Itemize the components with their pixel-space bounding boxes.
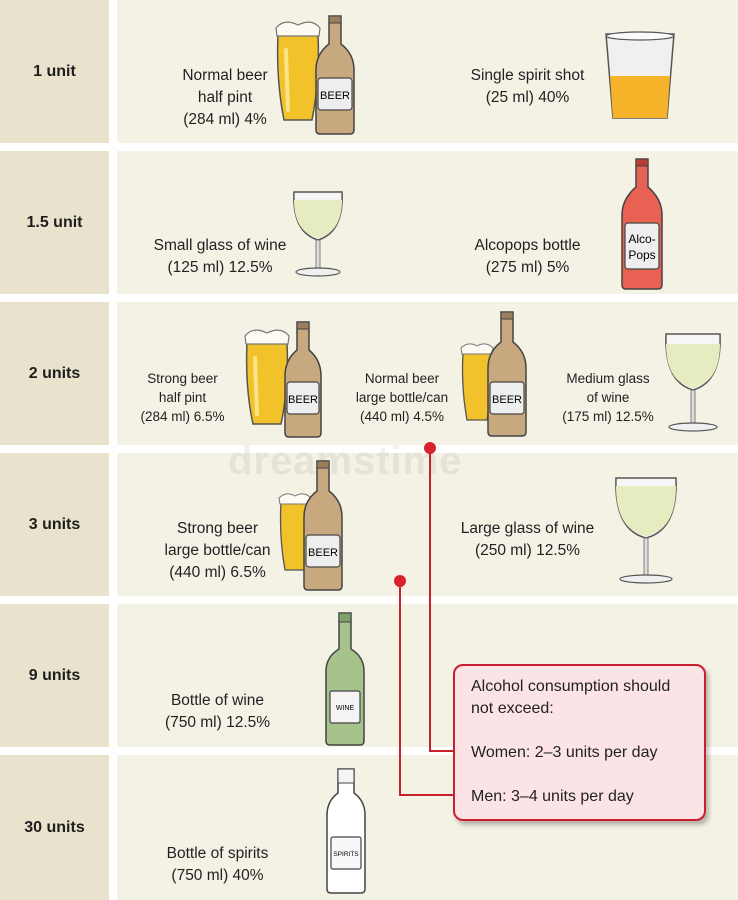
- beer-label: BEER: [308, 547, 338, 559]
- shot-glass-icon: [605, 31, 675, 119]
- spirits-label: SPIRITS: [333, 851, 359, 858]
- caption-normal-beer-large-bottle: Normal beer large bottle/can (440 ml) 4.…: [340, 369, 464, 426]
- caption-line: Normal beer: [364, 371, 440, 386]
- unit-text: 1.5 unit: [26, 213, 83, 231]
- caption-small-glass-of-wine: Small glass of wine (125 ml) 12.5%: [135, 235, 305, 279]
- alcopops-bottle-icon: Alco- Pops: [621, 158, 663, 290]
- caption-line: Alcopops bottle: [474, 237, 581, 254]
- caption-line: (275 ml) 5%: [485, 259, 570, 276]
- unit-text: 30 units: [24, 818, 85, 836]
- wine-glass-icon: [293, 191, 343, 277]
- caption-large-glass-of-wine: Large glass of wine (250 ml) 12.5%: [440, 518, 615, 562]
- unit-text: 3 units: [28, 515, 81, 533]
- beer-label: BEER: [288, 394, 318, 406]
- beer-label: BEER: [320, 90, 350, 102]
- wine-label: WINE: [336, 705, 355, 712]
- caption-line: Large glass of wine: [460, 520, 595, 537]
- spirits-bottle-icon: SPIRITS: [326, 768, 366, 894]
- women-limit-text: Women: 2–3 units per day: [471, 744, 658, 761]
- caption-bottle-of-spirits: Bottle of spirits (750 ml) 40%: [145, 843, 290, 887]
- unit-label-9: 9 units: [0, 604, 109, 747]
- caption-line: Normal beer: [182, 67, 268, 84]
- wine-glass-icon: [615, 477, 677, 584]
- pint-glass-icon: [275, 21, 321, 121]
- caption-bottle-of-wine: Bottle of wine (750 ml) 12.5%: [145, 690, 290, 734]
- caption-alcopops-bottle: Alcopops bottle (275 ml) 5%: [450, 235, 605, 279]
- wine-glass-icon: [665, 333, 721, 432]
- caption-single-spirit-shot: Single spirit shot (25 ml) 40%: [440, 65, 615, 109]
- beer-bottle-icon: BEER: [303, 460, 343, 591]
- caption-line: (750 ml) 12.5%: [164, 714, 271, 731]
- caption-line: Medium glass: [566, 371, 650, 386]
- caption-line: Bottle of wine: [170, 692, 265, 709]
- unit-label-2: 2 units: [0, 302, 109, 445]
- caption-line: (284 ml) 4%: [183, 111, 267, 128]
- caption-line: (440 ml) 4.5%: [359, 409, 445, 424]
- caption-line: (125 ml) 12.5%: [167, 259, 273, 276]
- unit-text: 2 units: [28, 364, 81, 382]
- caption-line: (284 ml) 6.5%: [140, 409, 225, 424]
- pint-glass-icon: [460, 343, 494, 421]
- beer-label: BEER: [492, 394, 522, 406]
- beer-bottle-icon: BEER: [315, 15, 355, 135]
- unit-text: 1 unit: [33, 62, 76, 80]
- caption-line: large bottle/can: [164, 542, 271, 559]
- caption-line: half pint: [197, 89, 253, 106]
- caption-strong-beer-large-bottle: Strong beer large bottle/can (440 ml) 6.…: [145, 518, 290, 584]
- unit-label-3: 3 units: [0, 453, 109, 596]
- beer-bottle-icon: BEER: [284, 321, 322, 438]
- unit-label-30: 30 units: [0, 755, 109, 900]
- men-limit-text: Men: 3–4 units per day: [471, 788, 634, 805]
- caption-line: half pint: [158, 390, 207, 405]
- unit-text: 9 units: [28, 666, 81, 684]
- caption-strong-beer-half-pint: Strong beer half pint (284 ml) 6.5%: [120, 369, 245, 426]
- caption-normal-beer-half-pint: Normal beer half pint (284 ml) 4%: [150, 65, 300, 131]
- alcopops-label-2: Pops: [628, 248, 655, 262]
- caption-line: of wine: [586, 390, 630, 405]
- alcopops-label-1: Alco-: [628, 232, 655, 246]
- wine-bottle-icon: WINE: [325, 612, 365, 746]
- caption-line: Bottle of spirits: [166, 845, 269, 862]
- callout-heading-line-2: not exceed:: [471, 700, 554, 717]
- caption-line: Strong beer: [147, 371, 218, 386]
- unit-label-1-5: 1.5 unit: [0, 151, 109, 294]
- caption-line: (750 ml) 40%: [171, 867, 264, 884]
- unit-label-1: 1 unit: [0, 0, 109, 143]
- watermark: dreamstime: [228, 439, 463, 483]
- caption-line: Small glass of wine: [153, 237, 287, 254]
- caption-line: large bottle/can: [355, 390, 449, 405]
- caption-line: (250 ml) 12.5%: [474, 542, 581, 559]
- caption-line: (25 ml) 40%: [485, 89, 570, 106]
- consumption-guideline-callout: Alcohol consumption should not exceed: W…: [453, 664, 706, 821]
- caption-line: (175 ml) 12.5%: [562, 409, 654, 424]
- beer-bottle-icon: BEER: [487, 311, 527, 437]
- caption-medium-glass-of-wine: Medium glass of wine (175 ml) 12.5%: [548, 369, 668, 426]
- row-panel-3: [117, 302, 738, 445]
- caption-line: (440 ml) 6.5%: [169, 564, 266, 581]
- caption-line: Single spirit shot: [470, 67, 585, 84]
- caption-line: Strong beer: [177, 520, 258, 537]
- callout-heading-line-1: Alcohol consumption should: [471, 678, 671, 695]
